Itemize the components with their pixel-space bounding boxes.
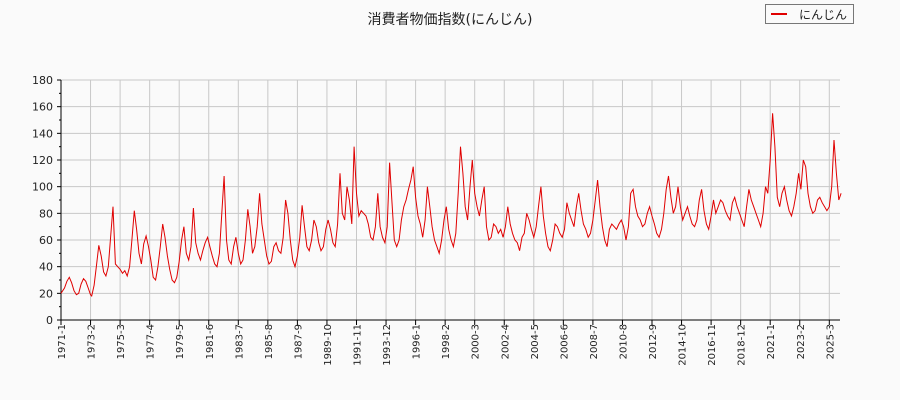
legend: にんじん bbox=[765, 4, 854, 24]
y-tick-label: 180 bbox=[32, 74, 53, 87]
y-tick-label: 80 bbox=[39, 207, 53, 220]
x-tick-label: 2012-9 bbox=[648, 324, 659, 359]
x-tick-label: 1981-6 bbox=[205, 324, 216, 359]
x-axis: 1971-1 1973-2 1975-3 1977-4 1979-5 1981-6 1983… bbox=[57, 319, 840, 366]
x-tick-label: 2021-1 bbox=[766, 324, 777, 359]
x-tick-label: 2008-7 bbox=[589, 324, 600, 359]
x-tick-label: 2018-12 bbox=[737, 324, 748, 366]
x-tick-label: 2004-5 bbox=[530, 324, 541, 359]
x-tick-label: 2014-10 bbox=[678, 324, 689, 366]
x-tick-label: 1975-3 bbox=[116, 324, 127, 359]
y-tick-label: 20 bbox=[39, 287, 53, 300]
x-tick-label: 1996-1 bbox=[412, 324, 423, 359]
x-tick-label: 1977-4 bbox=[146, 324, 157, 359]
legend-line-swatch bbox=[771, 13, 787, 15]
x-tick-label: 1998-2 bbox=[441, 324, 452, 359]
grid-lines bbox=[61, 79, 840, 320]
x-tick-label: 2006-6 bbox=[559, 324, 570, 359]
y-tick-label: 0 bbox=[46, 314, 53, 327]
x-tick-label: 2002-4 bbox=[500, 324, 511, 359]
x-tick-label: 1987-9 bbox=[293, 324, 304, 359]
y-tick-label: 60 bbox=[39, 234, 53, 247]
y-tick-label: 140 bbox=[32, 127, 53, 140]
x-tick-label: 1971-1 bbox=[57, 324, 68, 359]
x-tick-label: 1991-11 bbox=[353, 324, 364, 366]
y-tick-label: 160 bbox=[32, 101, 53, 114]
plot-area bbox=[61, 80, 840, 320]
x-tick-label: 1979-5 bbox=[175, 324, 186, 359]
x-tick-label: 2000-3 bbox=[471, 324, 482, 359]
x-tick-label: 1983-7 bbox=[234, 324, 245, 359]
x-tick-label: 1993-12 bbox=[382, 324, 393, 366]
series-line-ninjin bbox=[60, 113, 842, 298]
y-tick-label: 100 bbox=[32, 181, 53, 194]
y-tick-label: 120 bbox=[32, 154, 53, 167]
x-tick-label: 2025-3 bbox=[825, 324, 836, 359]
x-tick-label: 2016-11 bbox=[707, 324, 718, 366]
chart-title: 消費者物価指数(にんじん) bbox=[367, 12, 533, 28]
x-tick-label: 1985-8 bbox=[264, 324, 275, 359]
legend-label: にんじん bbox=[799, 7, 848, 22]
y-tick-label: 40 bbox=[39, 261, 53, 274]
x-tick-label: 1989-10 bbox=[323, 324, 334, 366]
y-axis: 0 20 40 60 80 100 120 140 160 180 bbox=[32, 74, 62, 327]
x-tick-label: 2010-8 bbox=[618, 324, 629, 359]
x-tick-label: 1973-2 bbox=[87, 324, 98, 359]
x-tick-label: 2023-2 bbox=[796, 324, 807, 359]
